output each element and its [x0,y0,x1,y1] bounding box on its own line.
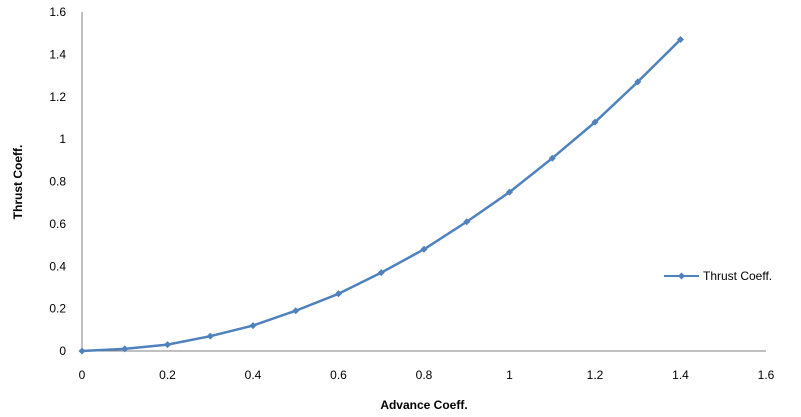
y-tick-label: 0.2 [49,302,66,316]
x-tick-label: 0.8 [416,368,433,382]
y-tick-label: 1.4 [49,47,66,61]
x-tick-label: 1.4 [672,368,689,382]
data-point [78,347,86,355]
data-point [420,245,428,253]
data-point [548,154,556,162]
y-tick-label: 0 [59,344,66,358]
x-tick-label: 0.6 [330,368,347,382]
y-tick-group: 0 0.2 0.4 0.6 0.8 1 1.2 1.4 1.6 [49,5,66,358]
y-tick-label: 0.8 [49,175,66,189]
data-point [377,269,385,277]
series-layer [78,36,684,355]
x-tick-group: 0 0.2 0.4 0.6 0.8 1 1.2 1.4 1.6 [79,368,775,382]
series-line [81,38,682,353]
x-tick-label: 1 [506,368,513,382]
data-point [591,118,599,126]
data-point [634,78,642,86]
y-tick-label: 1.6 [49,5,66,19]
y-tick-label: 0.4 [49,259,66,273]
data-point [164,341,171,349]
y-tick-label: 1 [59,132,66,146]
x-tick-label: 1.2 [587,368,604,382]
y-tick-label: 1.2 [49,90,66,104]
x-tick-label: 0.2 [159,368,176,382]
data-point [335,290,342,298]
data-point [506,188,513,196]
x-axis-title: Advance Coeff. [380,398,467,412]
data-point [121,345,129,353]
legend-marker-icon [678,272,685,280]
legend-label: Thrust Coeff. [703,269,772,283]
data-point [292,307,300,315]
data-point [463,218,471,226]
data-point [677,36,684,44]
y-axis-title: Thrust Coeff. [11,145,25,220]
data-point [249,322,257,330]
legend: Thrust Coeff. [664,269,772,283]
x-tick-label: 0.4 [245,368,262,382]
x-tick-label: 0 [79,368,86,382]
data-point [206,332,214,340]
y-tick-label: 0.6 [49,217,66,231]
x-tick-label: 1.6 [758,368,775,382]
